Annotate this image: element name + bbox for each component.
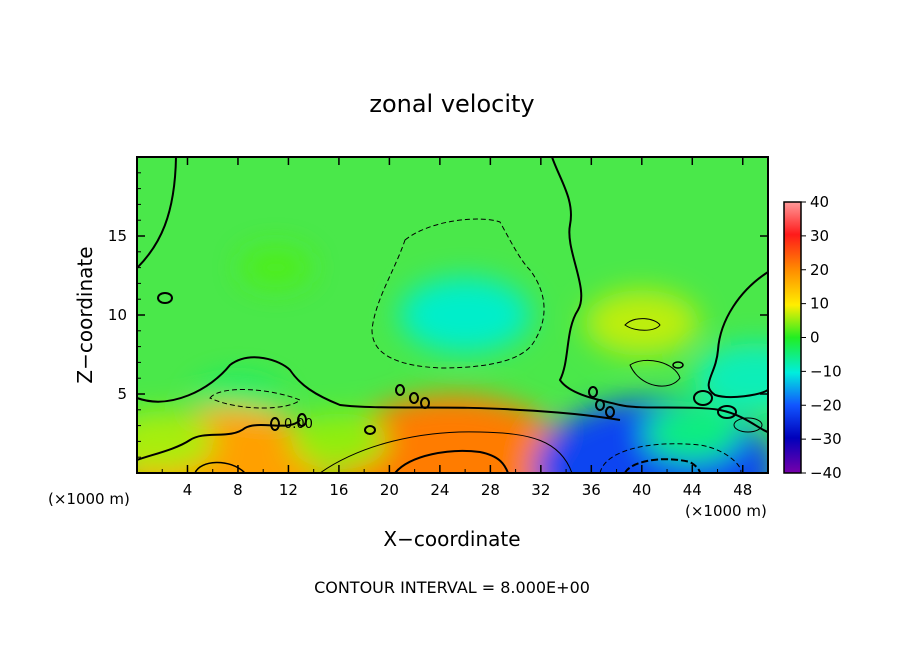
x-tick-label: 44 (683, 481, 702, 499)
contour-lines (137, 157, 768, 473)
x-tick-label: 48 (733, 481, 752, 499)
x-tick-label: 20 (380, 481, 399, 499)
x-unit-right: (×1000 m) (685, 502, 767, 520)
field-feature-0 (239, 246, 313, 289)
x-tick-label: 40 (632, 481, 651, 499)
positive-contour-bottom-inner (394, 449, 509, 473)
small-closed-contour-4 (420, 397, 430, 409)
zero-contour-far-right (707, 271, 768, 399)
y-tick-label: 5 (117, 385, 127, 403)
field-feature-1 (399, 277, 531, 353)
colorbar-gradient (783, 201, 802, 474)
field-feature-7 (584, 290, 700, 356)
small-closed-contour-14 (733, 417, 763, 433)
small-closed-contour-11 (693, 390, 713, 406)
negative-contour-upper (371, 218, 545, 369)
field-feature-3 (332, 394, 573, 473)
contour-value-label: 0.00 (284, 417, 313, 432)
negative-contour-right-core (624, 458, 701, 473)
zero-contour-right (551, 157, 768, 433)
small-closed-contour-10 (605, 406, 615, 418)
x-tick-label: 4 (183, 481, 193, 499)
chart-title: zonal velocity (369, 90, 534, 118)
small-closed-contour-13 (672, 361, 684, 369)
zero-contour-lower (137, 419, 301, 461)
field-feature-10 (289, 413, 388, 470)
x-tick-label: 32 (531, 481, 550, 499)
colorbar-tick-label: 20 (810, 261, 829, 279)
x-tick-label: 36 (582, 481, 601, 499)
colorbar-ticks: 40 30 20 10 0 −10 −20 −30 −40 (801, 193, 842, 482)
y-tick-label: 10 (108, 306, 127, 324)
contour-interval-note: CONTOUR INTERVAL = 8.000E+00 (314, 578, 590, 597)
zero-contour-left (137, 157, 177, 269)
small-closed-contour-2 (395, 384, 405, 396)
small-closed-contour-6 (270, 417, 280, 431)
small-closed-contour-3 (409, 392, 419, 404)
negative-contour-right-small (629, 359, 681, 387)
negative-contour-right-bottom (599, 443, 742, 473)
colorbar: 40 30 20 10 0 −10 −20 −30 −40 (783, 193, 842, 482)
small-closed-contour-8 (588, 386, 598, 398)
colorbar-tick-label: 0 (810, 329, 820, 347)
y-axis-label: Z−coordinate (73, 246, 97, 383)
positive-contour-left-bottom (194, 461, 246, 473)
small-closed-contour-7 (297, 413, 307, 427)
x-tick-label: 28 (481, 481, 500, 499)
small-closed-contour-1 (157, 292, 173, 304)
x-tick-label: 8 (233, 481, 243, 499)
x-axis-label: X−coordinate (383, 527, 520, 551)
colorbar-tick-label: 10 (810, 295, 829, 313)
plot-area: 0.00 (137, 157, 768, 473)
y-tick-label: 15 (108, 227, 127, 245)
small-closed-contour-12 (717, 405, 737, 419)
x-tick-label: 12 (279, 481, 298, 499)
positive-contour-bottom (319, 431, 573, 473)
colorbar-tick-label: −20 (810, 396, 842, 414)
field-feature-6 (643, 405, 742, 462)
positive-contour-right (624, 318, 661, 331)
colorbar-tick-label: 30 (810, 227, 829, 245)
colorbar-tick-label: −30 (810, 430, 842, 448)
x-tick-label: 16 (329, 481, 348, 499)
x-unit-left: (×1000 m) (48, 490, 130, 508)
colorbar-tick-label: −10 (810, 362, 842, 380)
negative-contour-left (209, 389, 301, 409)
x-tick-label: 24 (430, 481, 449, 499)
field-feature-9 (137, 411, 216, 472)
colorbar-tick-label: 40 (810, 193, 829, 211)
colorbar-tick-label: −40 (810, 464, 842, 482)
y-axis: 5 10 15 (108, 172, 768, 458)
x-axis: 4 8 12 16 20 24 28 32 36 40 44 48 (161, 157, 752, 499)
small-closed-contour-9 (595, 399, 605, 411)
zero-contour-mid (137, 356, 621, 421)
small-closed-contour-5 (364, 425, 376, 435)
